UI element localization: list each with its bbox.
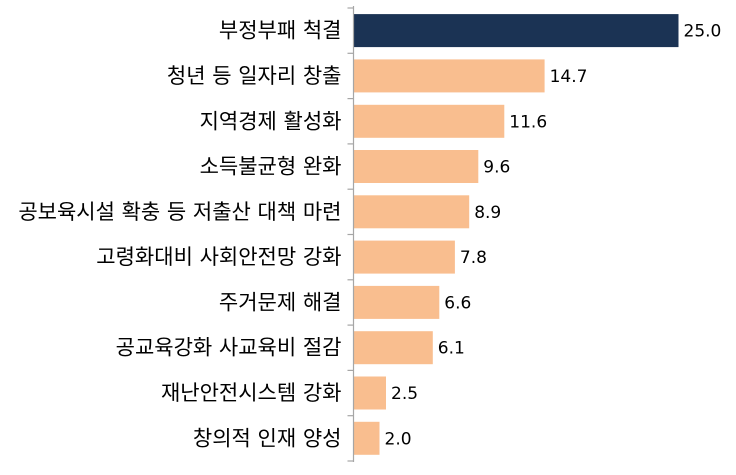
bar — [353, 285, 440, 319]
value-label: 7.8 — [460, 248, 487, 268]
bar — [353, 150, 479, 183]
bar — [353, 59, 545, 93]
value-label: 2.5 — [391, 384, 418, 404]
value-label: 14.7 — [550, 67, 588, 87]
bar — [353, 14, 679, 48]
value-label: 11.6 — [509, 112, 547, 132]
bar — [353, 104, 505, 138]
category-label: 공교육강화 사교육비 절감 — [116, 336, 342, 360]
bar — [353, 240, 455, 274]
value-label: 6.6 — [444, 293, 471, 313]
bar — [353, 376, 386, 410]
category-label: 재난안전시스템 강화 — [161, 381, 342, 405]
value-label: 8.9 — [474, 203, 501, 223]
category-label: 창의적 인재 양성 — [193, 426, 342, 450]
bar — [353, 331, 433, 365]
bar — [353, 421, 380, 455]
bar — [353, 195, 470, 229]
category-label: 소득불균형 완화 — [200, 155, 342, 179]
category-label: 부정부패 척결 — [219, 19, 342, 43]
category-label: 주거문제 해결 — [219, 290, 342, 314]
value-label: 25.0 — [684, 22, 722, 42]
category-label: 공보육시설 확충 등 저출산 대책 마련 — [18, 200, 341, 224]
category-label: 청년 등 일자리 창출 — [167, 64, 342, 88]
category-label: 지역경제 활성화 — [200, 109, 342, 133]
value-label: 9.6 — [483, 158, 510, 178]
value-label: 6.1 — [438, 339, 465, 359]
category-label: 고령화대비 사회안전망 강화 — [96, 245, 341, 269]
value-label: 2.0 — [385, 429, 412, 449]
